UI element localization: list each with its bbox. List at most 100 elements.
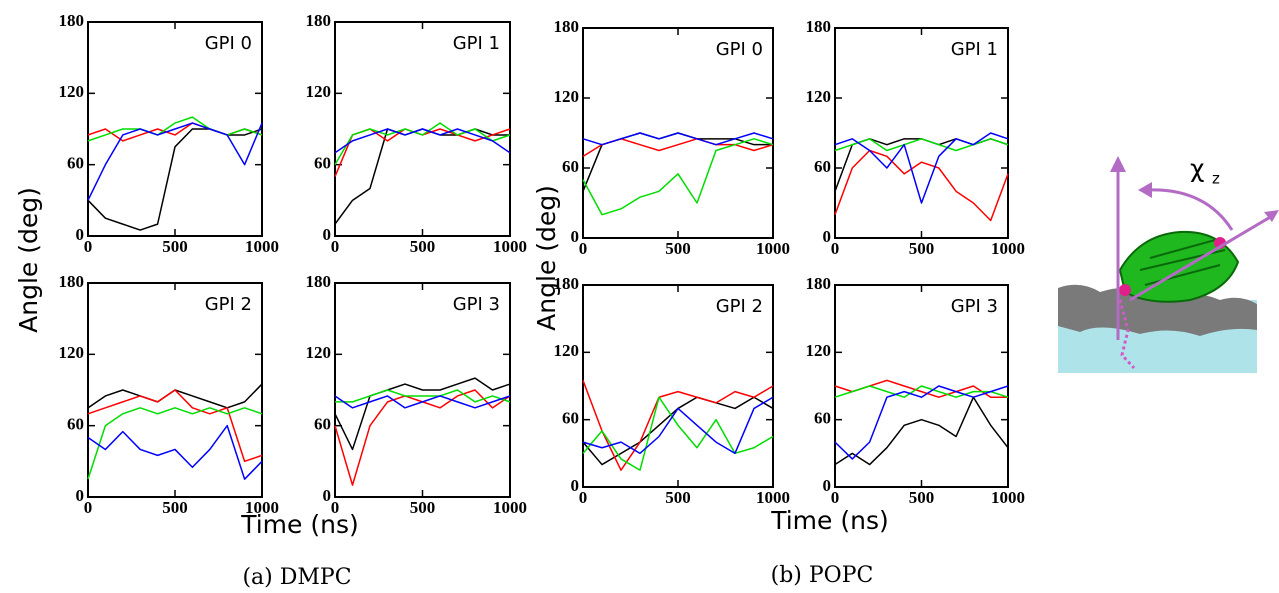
panel-title: GPI 1 bbox=[453, 33, 500, 54]
x-tick-label: 1000 bbox=[493, 498, 527, 517]
arrowhead bbox=[1110, 156, 1126, 172]
y-tick-label: 60 bbox=[67, 154, 84, 173]
x-tick-label: 1000 bbox=[756, 239, 790, 258]
y-tick-label: 60 bbox=[67, 415, 84, 434]
data-line bbox=[87, 407, 263, 480]
panel: 0 60 120 180 0 500 1000 GPI 3 bbox=[306, 272, 528, 517]
x-tick-label: 1000 bbox=[991, 488, 1025, 507]
y-tick-label: 0 bbox=[323, 225, 332, 244]
y-tick-label: 0 bbox=[323, 486, 332, 505]
panel: 0 60 120 180 0 500 1000 GPI 3 bbox=[806, 274, 1026, 507]
angle-symbol: χ bbox=[1190, 154, 1204, 183]
atom bbox=[1119, 284, 1131, 296]
data-line bbox=[582, 138, 774, 216]
panel: 0 60 120 180 0 500 1000 GPI 1 bbox=[306, 11, 528, 256]
y-tick-label: 60 bbox=[562, 157, 579, 176]
x-tick-label: 1000 bbox=[756, 488, 790, 507]
y-tick-label: 180 bbox=[554, 17, 580, 36]
caption: (a) DMPC bbox=[242, 565, 351, 590]
x-tick-label: 500 bbox=[162, 498, 188, 517]
y-tick-label: 60 bbox=[814, 157, 831, 176]
y-tick-label: 180 bbox=[59, 11, 85, 30]
data-line bbox=[334, 395, 511, 409]
data-line bbox=[335, 389, 511, 403]
x-tick-label: 0 bbox=[331, 237, 340, 256]
panel-title: GPI 2 bbox=[205, 294, 252, 315]
y-tick-label: 180 bbox=[306, 272, 332, 291]
panel-title: GPI 0 bbox=[716, 39, 763, 60]
data-line bbox=[87, 122, 263, 201]
data-line bbox=[334, 377, 511, 451]
x-tick-label: 0 bbox=[831, 239, 840, 258]
y-tick-label: 180 bbox=[554, 274, 580, 293]
data-line bbox=[87, 128, 263, 231]
caption: (b) POPC bbox=[771, 563, 874, 588]
x-tick-label: 0 bbox=[84, 237, 93, 256]
data-line bbox=[582, 380, 774, 471]
y-tick-label: 120 bbox=[306, 343, 332, 362]
x-tick-label: 0 bbox=[831, 488, 840, 507]
arrowhead bbox=[1264, 210, 1279, 222]
x-tick-label: 0 bbox=[84, 498, 93, 517]
gpi-anchor bbox=[1118, 299, 1136, 370]
angle-subscript: z bbox=[1212, 170, 1220, 188]
panel: 0 60 120 180 0 500 1000 GPI 0 bbox=[554, 17, 791, 258]
x-tick-label: 500 bbox=[162, 237, 188, 256]
data-line bbox=[834, 385, 1009, 460]
y-tick-label: 120 bbox=[554, 341, 580, 360]
x-tick-label: 0 bbox=[331, 498, 340, 517]
y-tick-label: 180 bbox=[806, 17, 832, 36]
membrane bbox=[1058, 284, 1257, 336]
y-tick-label: 120 bbox=[59, 343, 85, 362]
x-tick-label: 500 bbox=[909, 488, 935, 507]
y-axis-label: Angle (deg) bbox=[532, 185, 561, 331]
panel-title: GPI 2 bbox=[716, 296, 763, 317]
panel: 0 60 120 180 0 500 1000 GPI 1 bbox=[806, 17, 1026, 258]
panel: 0 60 120 180 0 500 1000 GPI 0 bbox=[59, 11, 280, 256]
data-line bbox=[87, 389, 263, 463]
plot-frame bbox=[582, 284, 774, 488]
y-tick-label: 120 bbox=[306, 82, 332, 101]
y-tick-label: 60 bbox=[314, 154, 331, 173]
data-line bbox=[87, 424, 263, 480]
y-tick-label: 0 bbox=[571, 476, 580, 495]
y-tick-label: 0 bbox=[76, 486, 85, 505]
data-line bbox=[834, 385, 1009, 398]
y-tick-label: 180 bbox=[306, 11, 332, 30]
x-tick-label: 1000 bbox=[245, 237, 279, 256]
y-tick-label: 120 bbox=[806, 341, 832, 360]
data-line bbox=[834, 149, 1009, 222]
x-tick-label: 0 bbox=[579, 239, 588, 258]
data-line bbox=[582, 396, 774, 471]
molecule-diagram: χ z bbox=[1058, 154, 1279, 373]
panel-title: GPI 3 bbox=[951, 296, 998, 317]
angle-arc bbox=[1147, 188, 1234, 231]
y-tick-label: 0 bbox=[823, 227, 832, 246]
x-tick-label: 1000 bbox=[245, 498, 279, 517]
y-axis-label: Angle (deg) bbox=[14, 187, 43, 333]
x-axis-label: Time (ns) bbox=[240, 510, 359, 539]
x-axis-label: Time (ns) bbox=[770, 506, 889, 535]
panel-title: GPI 1 bbox=[951, 39, 998, 60]
x-tick-label: 500 bbox=[909, 239, 935, 258]
y-tick-label: 180 bbox=[806, 274, 832, 293]
y-tick-label: 120 bbox=[806, 87, 832, 106]
x-tick-label: 1000 bbox=[991, 239, 1025, 258]
data-line bbox=[87, 116, 263, 142]
x-tick-label: 500 bbox=[665, 488, 691, 507]
protein-axis bbox=[1129, 214, 1273, 302]
x-tick-label: 500 bbox=[665, 239, 691, 258]
y-tick-label: 120 bbox=[59, 82, 85, 101]
y-tick-label: 180 bbox=[59, 272, 85, 291]
y-tick-label: 0 bbox=[76, 225, 85, 244]
panel-title: GPI 3 bbox=[453, 294, 500, 315]
data-line bbox=[582, 396, 774, 455]
x-tick-label: 0 bbox=[579, 488, 588, 507]
y-tick-label: 0 bbox=[823, 476, 832, 495]
data-line bbox=[834, 396, 1009, 466]
panel: 0 60 120 180 0 500 1000 GPI 2 bbox=[59, 272, 280, 517]
arrowhead bbox=[1138, 182, 1152, 198]
panel-title: GPI 0 bbox=[205, 33, 252, 54]
panel: 0 60 120 180 0 500 1000 GPI 2 bbox=[554, 274, 791, 507]
